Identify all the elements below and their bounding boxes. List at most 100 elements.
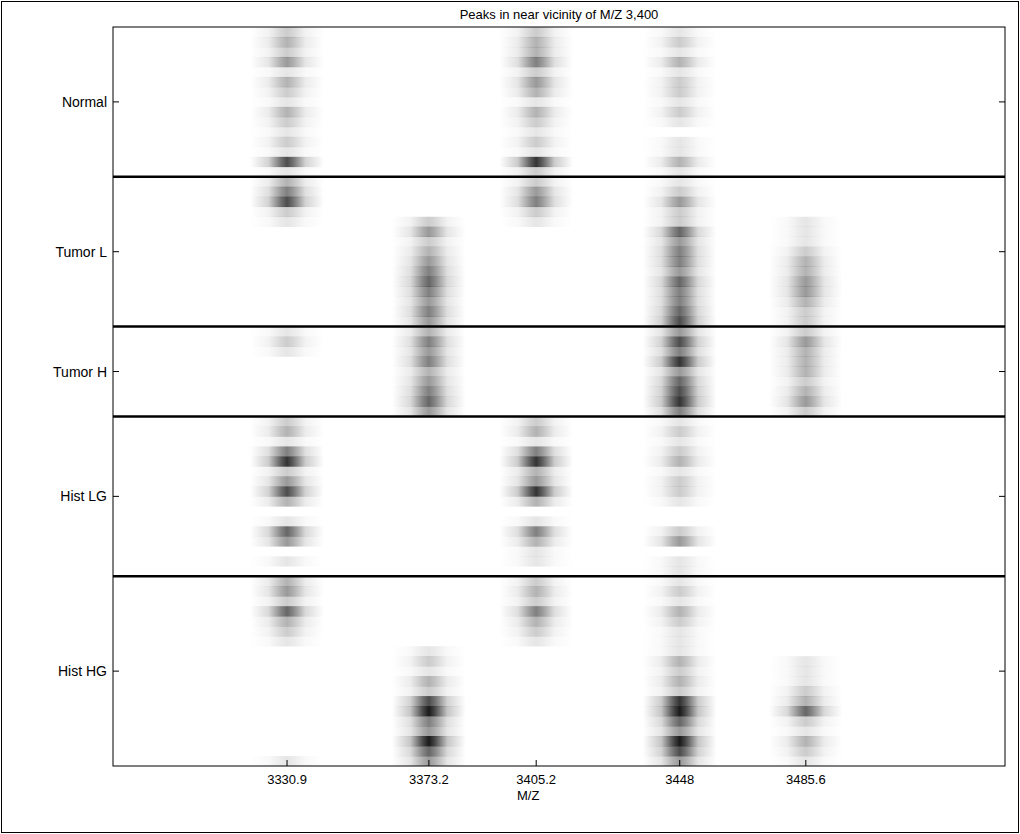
peak-cell — [392, 377, 466, 387]
peak-cell — [250, 117, 324, 127]
peak-cell — [643, 257, 717, 267]
y-tick — [113, 496, 119, 497]
x-tick — [679, 760, 680, 766]
peak-cell — [643, 746, 717, 756]
peak-cell — [250, 347, 324, 357]
peak-cell — [250, 147, 324, 157]
peak-cell — [643, 77, 717, 87]
peak-cell — [392, 686, 466, 696]
group-separator — [113, 176, 1005, 179]
peak-cell — [250, 616, 324, 626]
peak-cell — [392, 227, 466, 237]
peak-cell — [250, 636, 324, 646]
peak-cell — [499, 416, 573, 426]
x-tick — [536, 760, 537, 766]
peak-cell — [499, 207, 573, 217]
peak-cell — [499, 147, 573, 157]
peak-cell — [499, 636, 573, 646]
x-tick — [428, 760, 429, 766]
peak-cell — [643, 596, 717, 606]
peak-cell — [769, 217, 843, 227]
peak-cell — [392, 237, 466, 247]
peak-cell — [643, 496, 717, 506]
peak-cell — [643, 706, 717, 716]
peak-cell — [392, 217, 466, 227]
peak-cell — [643, 367, 717, 377]
peak-cell — [250, 756, 324, 766]
peak-cell — [250, 47, 324, 57]
peak-cell — [250, 177, 324, 187]
peak-cell — [250, 207, 324, 217]
peak-cell — [499, 516, 573, 526]
y-tick — [113, 671, 119, 672]
peak-cell — [769, 237, 843, 247]
peak-cell — [392, 387, 466, 397]
peak-cell — [769, 736, 843, 746]
peak-cell — [392, 357, 466, 367]
peak-cell — [499, 556, 573, 566]
peak-cell — [769, 267, 843, 277]
group-label: Hist HG — [58, 663, 107, 679]
peak-cell — [643, 656, 717, 666]
peak-cell — [392, 646, 466, 656]
peak-cell — [250, 37, 324, 47]
peak-cell — [643, 147, 717, 157]
peak-cell — [643, 576, 717, 586]
peak-cell — [643, 676, 717, 686]
peak-cell — [250, 57, 324, 67]
peak-cell — [643, 307, 717, 317]
peak-cell — [250, 107, 324, 117]
peak-cell — [392, 307, 466, 317]
peak-cell — [499, 217, 573, 227]
peak-cell — [769, 696, 843, 706]
peak-cell — [643, 686, 717, 696]
group-label: Tumor L — [55, 244, 107, 260]
peak-cell — [499, 97, 573, 107]
peak-cell — [392, 397, 466, 407]
peak-cell — [643, 227, 717, 237]
peak-cell — [769, 686, 843, 696]
peak-cell — [769, 726, 843, 736]
peak-cell — [250, 596, 324, 606]
x-tick-label: 3405.2 — [516, 772, 556, 787]
group-separator — [113, 415, 1005, 418]
y-tick — [999, 251, 1005, 252]
peak-cell — [392, 297, 466, 307]
peak-cell — [769, 257, 843, 267]
y-tick — [999, 101, 1005, 102]
peak-cell — [499, 496, 573, 506]
peak-cell — [643, 426, 717, 436]
peak-cell — [643, 586, 717, 596]
peak-cell — [643, 626, 717, 636]
peak-cell — [643, 267, 717, 277]
peak-cell — [643, 416, 717, 426]
peak-cell — [392, 706, 466, 716]
peak-cell — [643, 327, 717, 337]
y-tick — [999, 671, 1005, 672]
y-tick — [113, 101, 119, 102]
peak-cell — [250, 27, 324, 37]
peak-cell — [643, 636, 717, 646]
peak-cell — [392, 327, 466, 337]
peak-cell — [643, 756, 717, 766]
peak-cell — [769, 666, 843, 676]
peak-cell — [643, 297, 717, 307]
peak-cell — [499, 77, 573, 87]
peak-cell — [769, 756, 843, 766]
plot-frame — [113, 27, 1005, 766]
peak-cell — [499, 616, 573, 626]
peak-cell — [250, 137, 324, 147]
peak-cell — [392, 277, 466, 287]
peak-cell — [643, 616, 717, 626]
peak-cell — [392, 756, 466, 766]
group-separator — [113, 575, 1005, 578]
peak-cell — [499, 107, 573, 117]
peak-cell — [392, 287, 466, 297]
peak-cell — [392, 726, 466, 736]
peak-cell — [499, 197, 573, 207]
peak-cell — [643, 357, 717, 367]
peak-cell — [499, 426, 573, 436]
y-tick — [113, 251, 119, 252]
peak-cell — [392, 257, 466, 267]
peak-cell — [499, 546, 573, 556]
